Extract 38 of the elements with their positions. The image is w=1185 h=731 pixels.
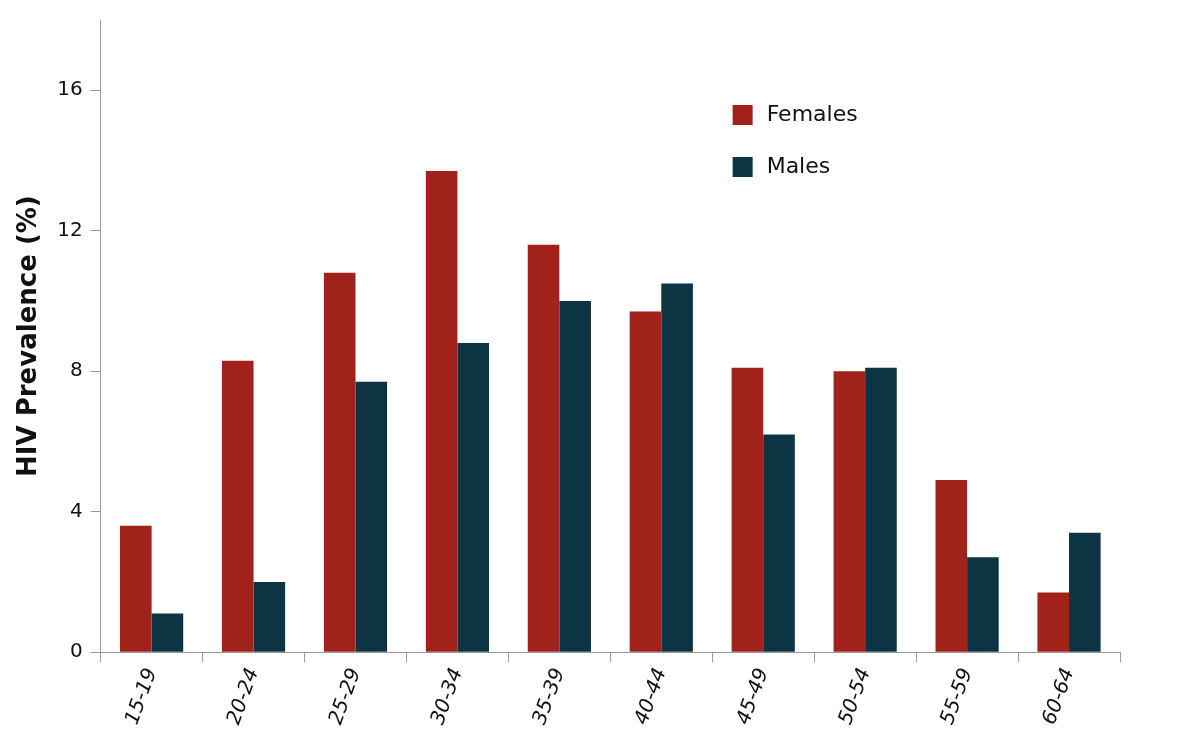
x-tick-label: 30-34 bbox=[424, 664, 468, 728]
y-tick-label: 12 bbox=[57, 216, 83, 241]
bar bbox=[865, 367, 897, 652]
legend-label: Females bbox=[766, 100, 858, 126]
y-axis-title: HIV Prevalence (%) bbox=[12, 195, 43, 477]
bar bbox=[151, 613, 184, 652]
bar bbox=[457, 343, 490, 652]
x-tick-label: 50-54 bbox=[832, 664, 875, 728]
bar bbox=[731, 367, 764, 652]
bar bbox=[120, 525, 152, 652]
bar bbox=[935, 480, 968, 652]
bar bbox=[763, 434, 795, 652]
bar bbox=[1037, 592, 1070, 652]
x-tick-label: 35-39 bbox=[526, 664, 569, 728]
x-tick-label: 20-24 bbox=[220, 664, 264, 728]
y-tick-label: 8 bbox=[69, 357, 83, 382]
bar bbox=[833, 371, 866, 652]
x-tick-label: 25-29 bbox=[322, 664, 366, 728]
bar bbox=[559, 300, 591, 652]
bar bbox=[1069, 532, 1101, 652]
bar bbox=[253, 581, 286, 652]
bar bbox=[221, 360, 254, 652]
bar bbox=[323, 272, 356, 652]
x-tick-label: 55-59 bbox=[934, 664, 977, 728]
bar bbox=[629, 311, 662, 652]
bar bbox=[355, 381, 388, 652]
y-tick-label: 4 bbox=[69, 497, 83, 522]
x-tick-label: 15-19 bbox=[118, 664, 162, 728]
bar bbox=[661, 283, 693, 652]
x-tick-label: 60-64 bbox=[1036, 664, 1079, 728]
bar bbox=[425, 171, 458, 652]
y-tick-label: 0 bbox=[69, 638, 83, 663]
bar bbox=[967, 557, 999, 652]
x-tick-label: 45-49 bbox=[730, 664, 773, 728]
legend-label: Males bbox=[766, 152, 831, 178]
y-tick-label: 16 bbox=[57, 76, 83, 101]
x-tick-label: 40-44 bbox=[628, 664, 671, 728]
bar bbox=[527, 244, 560, 652]
